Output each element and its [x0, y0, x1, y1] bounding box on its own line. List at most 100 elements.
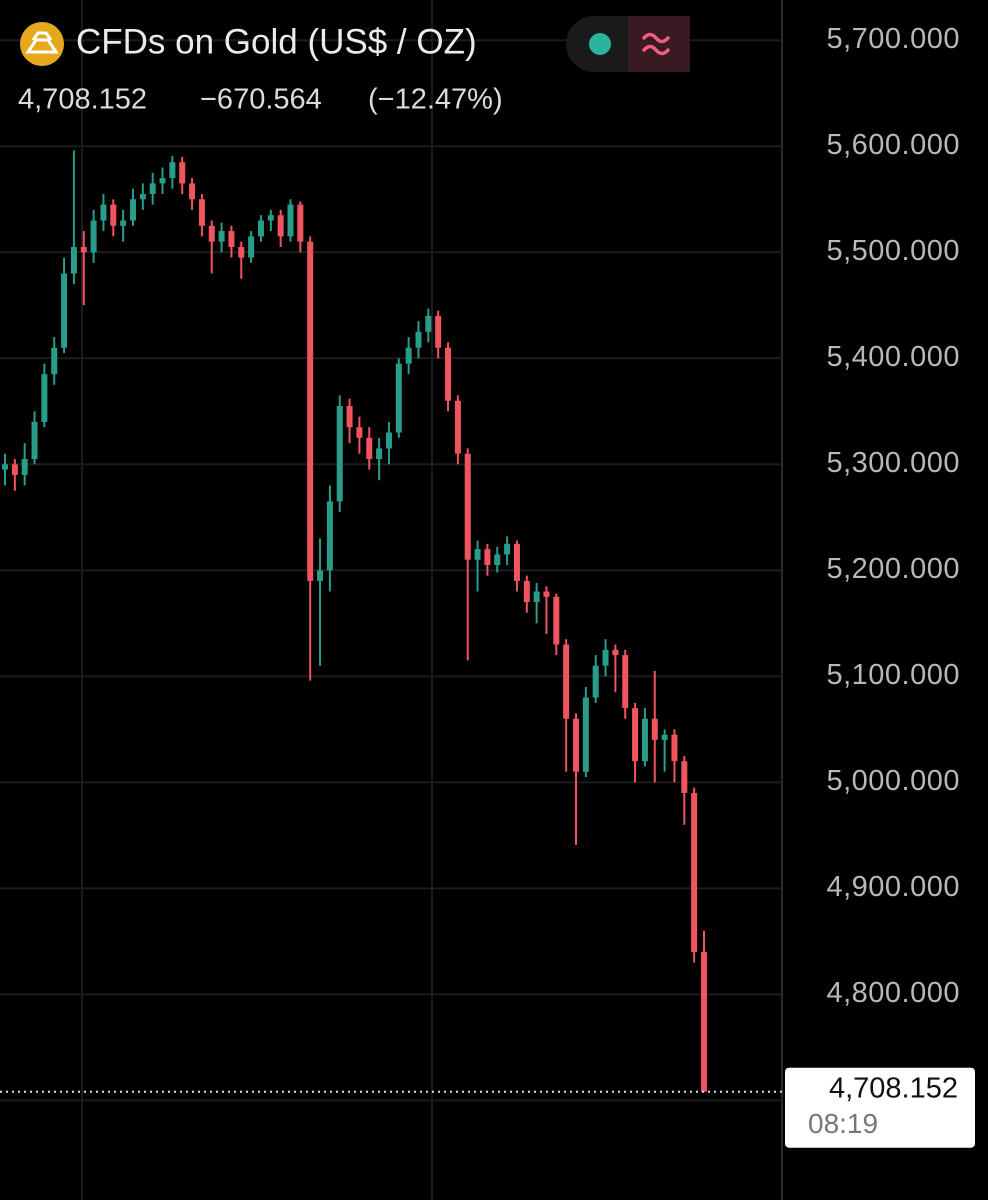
candle-body: [474, 549, 481, 560]
candle-body: [228, 231, 235, 247]
toggle-right-cap: [628, 16, 690, 72]
candle-body: [425, 315, 432, 332]
candle-body: [504, 543, 511, 555]
candle-body: [464, 453, 471, 560]
candle-body: [179, 162, 186, 184]
gold-icon-glyph: [25, 31, 59, 54]
candle-body: [110, 204, 117, 226]
candle-body: [159, 178, 166, 184]
candle-body: [661, 734, 668, 740]
candle-body: [100, 204, 107, 221]
candle-body: [435, 315, 442, 348]
y-tick-label: 5,000.000: [826, 765, 960, 797]
candle-body: [484, 549, 491, 566]
status-dot: [589, 33, 611, 55]
candle-body: [651, 718, 658, 740]
candle-body: [317, 570, 324, 581]
candle-body: [582, 697, 589, 772]
candle-body: [573, 718, 580, 772]
candle-body: [563, 644, 570, 719]
candle-body: [80, 246, 87, 253]
y-tick-label: 5,300.000: [826, 447, 960, 479]
candle-body: [41, 374, 48, 422]
y-tick-label: 5,700.000: [826, 23, 960, 55]
candle-body: [21, 459, 28, 475]
candle-body: [622, 655, 629, 709]
candle-body: [297, 204, 304, 242]
candle-body: [346, 406, 353, 428]
candle-body: [592, 665, 599, 698]
y-tick-label: 5,500.000: [826, 235, 960, 267]
candle-body: [248, 236, 255, 258]
candle-body: [671, 734, 678, 762]
candle-body: [208, 225, 215, 242]
candle-body: [533, 591, 540, 603]
candle-body: [612, 649, 619, 656]
grid: [0, 39, 782, 1102]
candle-body: [385, 432, 392, 449]
candle-body: [395, 363, 402, 433]
candle-body: [366, 437, 373, 460]
candle-body: [11, 464, 18, 475]
bar-countdown: 08:19: [808, 1108, 878, 1139]
candles: [2, 150, 707, 1092]
candle-body: [277, 215, 284, 237]
candle-body: [307, 241, 314, 581]
candle-body: [90, 220, 97, 253]
candle-body: [543, 591, 550, 597]
candle-body: [51, 347, 58, 375]
candle-body: [287, 204, 294, 237]
candle-body: [70, 246, 77, 274]
y-tick-label: 5,400.000: [826, 341, 960, 373]
candle-body: [701, 951, 707, 1092]
candle-body: [267, 215, 274, 221]
candle-body: [120, 220, 127, 226]
candle-body: [405, 347, 412, 364]
candle-body: [602, 649, 609, 666]
last-price: 4,708.152: [18, 84, 147, 116]
candle-body: [494, 554, 501, 566]
candle-body: [149, 183, 156, 194]
candle-body: [218, 231, 225, 242]
candle-body: [2, 464, 8, 470]
candle-body: [356, 427, 363, 438]
candle-body: [513, 543, 520, 581]
candle-body: [336, 406, 343, 502]
symbol-title: CFDs on Gold (US$ / OZ): [76, 22, 477, 61]
candle-body: [523, 580, 530, 603]
candle-body: [445, 347, 452, 401]
candle-body: [641, 718, 648, 762]
candle-body: [169, 162, 176, 179]
y-tick-label: 5,200.000: [826, 553, 960, 585]
candle-body: [681, 761, 688, 793]
candle-body: [198, 199, 205, 226]
candle-body: [376, 448, 383, 460]
candle-body: [326, 501, 333, 571]
last-price-box-bg: [785, 1067, 975, 1148]
candle-body: [31, 421, 38, 460]
candle-body: [691, 792, 698, 952]
y-tick-label: 4,800.000: [826, 977, 960, 1009]
candle-body: [129, 199, 136, 221]
candle-body: [257, 220, 264, 237]
last-price-label: 4,708.152: [829, 1072, 958, 1104]
gold-icon: [20, 22, 64, 66]
y-tick-label: 5,100.000: [826, 659, 960, 691]
y-tick-label: 5,600.000: [826, 129, 960, 161]
candle-body: [632, 708, 639, 762]
y-tick-label: 4,900.000: [826, 871, 960, 903]
candle-body: [238, 246, 245, 258]
candle-body: [189, 183, 196, 200]
candle-body: [61, 273, 68, 348]
header: CFDs on Gold (US$ / OZ) 4,708.152 −670.5…: [18, 16, 690, 116]
candle-body: [415, 331, 422, 348]
last-price-box: 4,708.152 08:19: [785, 1067, 975, 1148]
candle-body: [139, 193, 146, 200]
price-change: −670.564: [200, 84, 322, 116]
candle-body: [553, 596, 560, 645]
price-change-pct: (−12.47%): [368, 84, 503, 116]
indicator-icon: [642, 32, 670, 56]
